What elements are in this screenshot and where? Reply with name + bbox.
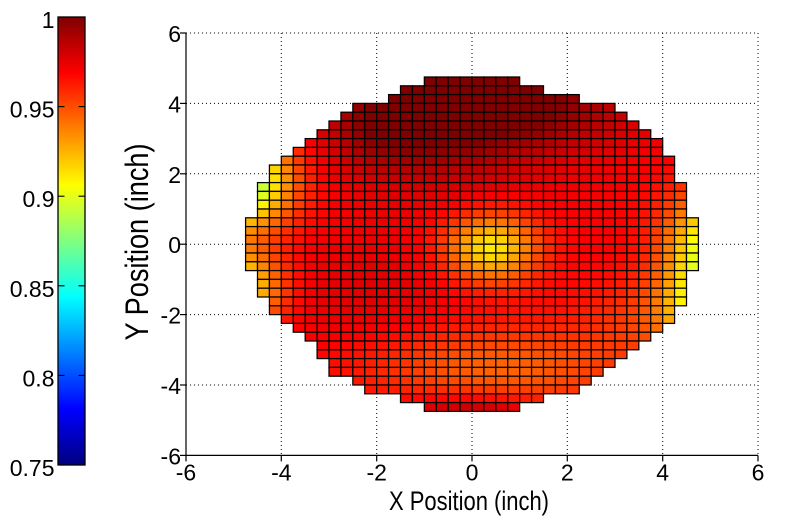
svg-text:-6: -6 bbox=[161, 443, 181, 469]
svg-text:-4: -4 bbox=[161, 373, 182, 399]
svg-text:2: 2 bbox=[168, 162, 181, 188]
svg-text:0: 0 bbox=[466, 460, 479, 486]
svg-text:0.85: 0.85 bbox=[10, 276, 55, 302]
svg-text:-2: -2 bbox=[366, 460, 386, 486]
svg-text:0: 0 bbox=[168, 232, 181, 258]
svg-text:0.95: 0.95 bbox=[10, 97, 55, 123]
svg-text:6: 6 bbox=[752, 460, 765, 486]
svg-text:-2: -2 bbox=[161, 303, 181, 329]
svg-text:-6: -6 bbox=[176, 460, 196, 486]
svg-text:1: 1 bbox=[42, 7, 55, 33]
svg-text:4: 4 bbox=[168, 91, 181, 117]
svg-text:4: 4 bbox=[656, 460, 669, 486]
svg-text:6: 6 bbox=[168, 21, 181, 47]
svg-text:2: 2 bbox=[561, 460, 574, 486]
svg-text:-4: -4 bbox=[271, 460, 292, 486]
svg-text:0.75: 0.75 bbox=[10, 455, 55, 481]
svg-text:X Position (inch): X Position (inch) bbox=[389, 486, 549, 516]
svg-text:Y Position (inch): Y Position (inch) bbox=[119, 144, 155, 341]
svg-text:0.8: 0.8 bbox=[23, 365, 55, 391]
svg-text:0.9: 0.9 bbox=[23, 186, 55, 212]
